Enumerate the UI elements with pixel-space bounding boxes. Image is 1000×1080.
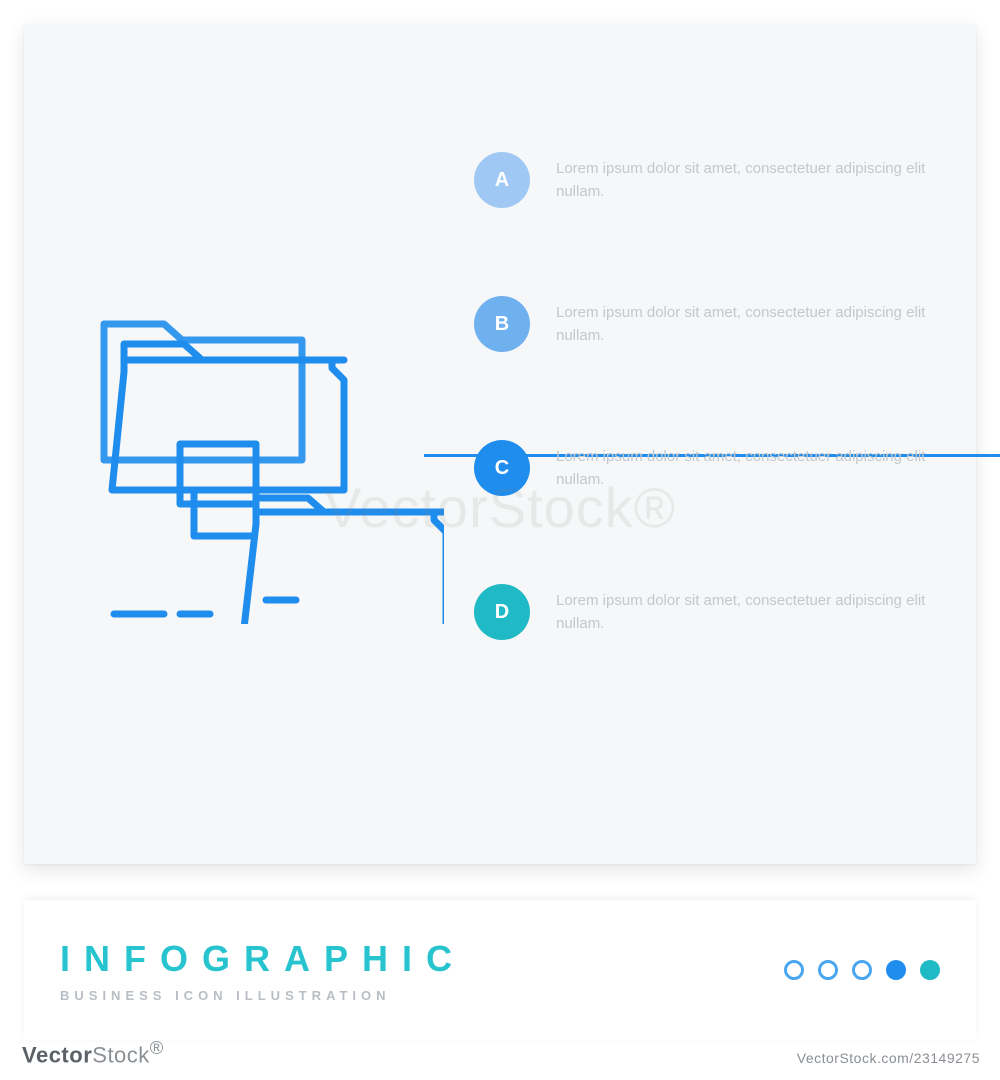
list-item-text: Lorem ipsum dolor sit amet, consectetuer… [556, 157, 936, 204]
watermark-brand: VectorStock® [22, 1037, 164, 1068]
footer-title: INFOGRAPHIC [60, 938, 466, 980]
footer-subtitle: BUSINESS ICON ILLUSTRATION [60, 988, 466, 1003]
list-item-text: Lorem ipsum dolor sit amet, consectetuer… [556, 301, 936, 348]
watermark-id: VectorStock.com/23149275 [797, 1050, 980, 1066]
list-item: A Lorem ipsum dolor sit amet, consectetue… [474, 152, 954, 208]
watermark-brand-suffix: Stock [92, 1042, 150, 1067]
watermark-brand-prefix: Vector [22, 1042, 92, 1067]
list-item: C Lorem ipsum dolor sit amet, consectetue… [474, 440, 954, 496]
footer-dot [886, 960, 906, 980]
bullet-d: D [474, 584, 530, 640]
footer-dots [784, 960, 940, 980]
list-item: B Lorem ipsum dolor sit amet, consectetue… [474, 296, 954, 352]
footer-dot [784, 960, 804, 980]
list-item-text: Lorem ipsum dolor sit amet, consectetuer… [556, 589, 936, 636]
bullet-c: C [474, 440, 530, 496]
bullet-b: B [474, 296, 530, 352]
feature-list: A Lorem ipsum dolor sit amet, consectetue… [474, 152, 954, 728]
footer-strip: INFOGRAPHIC BUSINESS ICON ILLUSTRATION [24, 900, 976, 1040]
footer-dot [920, 960, 940, 980]
folder-transfer-icon [84, 284, 444, 624]
canvas: A Lorem ipsum dolor sit amet, consectetue… [0, 0, 1000, 1080]
list-item-text: Lorem ipsum dolor sit amet, consectetuer… [556, 445, 936, 492]
list-item: D Lorem ipsum dolor sit amet, consectetue… [474, 584, 954, 640]
footer-dot [852, 960, 872, 980]
infographic-panel: A Lorem ipsum dolor sit amet, consectetue… [24, 24, 976, 864]
bullet-a: A [474, 152, 530, 208]
footer-dot [818, 960, 838, 980]
